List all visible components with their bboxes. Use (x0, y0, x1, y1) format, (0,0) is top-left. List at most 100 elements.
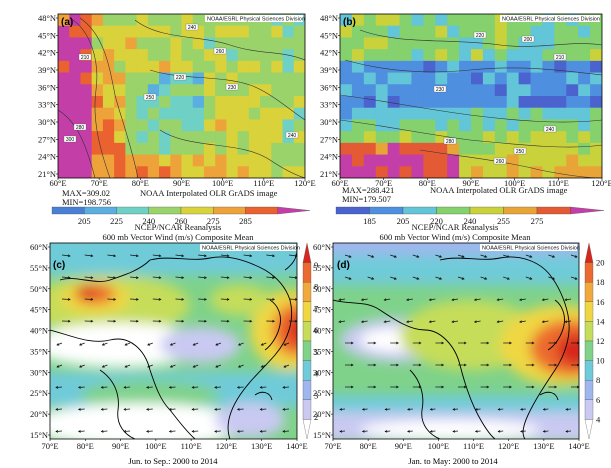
x-tick-label: 70°E (41, 441, 58, 451)
colorbar-swatch (302, 340, 312, 361)
olr-cell (459, 60, 472, 73)
wind-vector-head (67, 298, 71, 301)
olr-cell (271, 25, 283, 38)
olr-cell (282, 37, 295, 50)
wind-vector (407, 430, 413, 432)
wind-vector-head (90, 298, 94, 301)
olr-cell (293, 154, 305, 167)
olr-cell (293, 119, 305, 132)
contour-label: 200 (524, 37, 533, 43)
olr-cell (203, 119, 216, 132)
olr-cell (271, 166, 283, 178)
olr-cell (387, 107, 400, 120)
contour-label: 280 (76, 125, 85, 131)
wind-vector (339, 408, 346, 410)
y-tick-label: 15°N (30, 430, 48, 440)
olr-cell (192, 107, 205, 120)
colorbar-swatch (302, 321, 312, 342)
wind-vector-head (55, 385, 59, 389)
wind-vector-head (473, 298, 477, 302)
olr-cell (136, 142, 149, 155)
olr-cell (136, 131, 149, 144)
colorbar-swatch (180, 206, 214, 215)
olr-cell (248, 96, 261, 109)
wind-vector-head (282, 385, 286, 389)
wind-vector-head (552, 277, 556, 280)
olr-cell (181, 37, 194, 50)
olr-cell (293, 60, 305, 73)
olr-cell (215, 107, 227, 120)
wind-vector (130, 276, 139, 279)
olr-cell (554, 107, 567, 120)
wind-vector-head (226, 254, 230, 258)
wind-vector (170, 342, 176, 346)
olr-cell (181, 154, 194, 167)
olr-cell (271, 60, 283, 73)
olr-cell (554, 166, 567, 178)
olr-cell (203, 25, 216, 38)
olr-cell (58, 142, 70, 155)
olr-cell (260, 37, 272, 50)
wind-vector (124, 342, 131, 346)
wind-vector (429, 298, 436, 301)
y-axis-labels-d: 60°N 55°N 50°N 45°N 40°N 35°N 30°N 25°N 20°N 15°N (313, 242, 333, 440)
wind-vector-head (348, 255, 352, 258)
olr-cell (125, 49, 137, 62)
y-tick-label: 15°N (313, 430, 331, 440)
wind-vector (79, 364, 85, 368)
olr-cell (399, 25, 412, 38)
olr-cell (340, 154, 353, 167)
olr-cell (192, 154, 205, 167)
colorbar-swatch (245, 206, 278, 215)
wind-vectors-c (55, 254, 297, 433)
wind-vector-head (56, 343, 60, 346)
y-tick-label: 24°N (38, 152, 56, 162)
y-tick-label: 40°N (313, 326, 331, 336)
olr-cell (542, 37, 555, 50)
olr-cell (136, 60, 149, 73)
olr-cell (282, 154, 295, 167)
olr-cell (215, 25, 227, 38)
x-tick-label: 120°E (294, 178, 315, 188)
wind-vector (260, 430, 267, 432)
olr-cell (192, 166, 205, 178)
olr-cell (69, 96, 81, 109)
olr-cell (91, 25, 104, 38)
olr-cell (293, 72, 305, 85)
wind-vector-head (123, 385, 127, 389)
wind-vector (435, 276, 442, 280)
olr-cell (260, 96, 272, 109)
olr-cell (147, 37, 160, 50)
olr-cell (293, 37, 305, 50)
wind-vector (214, 430, 221, 432)
olr-cell (518, 49, 531, 62)
contour-label-bg (513, 147, 527, 155)
wind-vector (101, 386, 108, 388)
wind-vector (543, 430, 549, 432)
olr-cell (203, 142, 216, 155)
olr-cell (226, 37, 239, 50)
olr-cell (181, 84, 194, 97)
olr-cell (494, 131, 508, 144)
y-tick-label: 24°N (320, 152, 338, 162)
wind-vector (61, 276, 71, 279)
wind-vector-head (168, 385, 172, 389)
wind-vector (175, 254, 184, 257)
olr-cell (482, 96, 496, 109)
olr-cell (482, 107, 496, 120)
olr-cell (340, 25, 353, 38)
olr-cell (293, 25, 305, 38)
colorbar-swatch (51, 206, 85, 215)
y-tick-label: 21°N (38, 169, 56, 179)
colorbar-swatch (469, 206, 504, 215)
olr-cell (482, 166, 496, 178)
olr-cell (423, 96, 436, 109)
colorbar-tick-label: 18 (596, 277, 605, 287)
x-tick-label: 120°E (216, 441, 237, 451)
olr-cell (215, 84, 227, 97)
olr-cell (203, 166, 216, 178)
wind-vector-head (294, 254, 297, 258)
colorbar-tick-label: 220 (430, 216, 443, 226)
colorbar-swatch (584, 262, 594, 283)
